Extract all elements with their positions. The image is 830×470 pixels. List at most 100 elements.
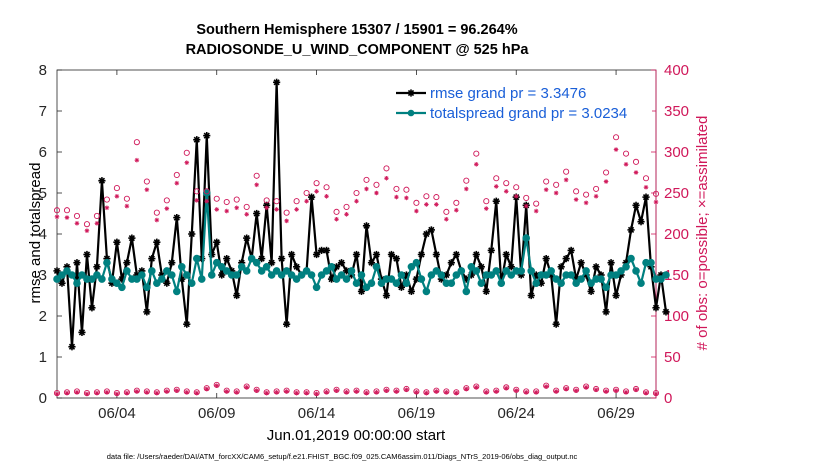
obs-assimilated-upper-point-stroke	[114, 194, 119, 199]
obs-possible-upper-point	[103, 196, 110, 203]
rmse-point	[307, 193, 316, 201]
obs-assimilated-lower-point-stroke	[304, 391, 309, 396]
totalspread-point	[143, 283, 151, 292]
obs-assimilated-lower-point-stroke	[454, 391, 459, 396]
totalspread-point	[522, 234, 531, 242]
rmse-point-stroke	[73, 259, 81, 266]
rmse-point-stroke	[543, 255, 550, 262]
y-axis-label-right: # of obs: o=possible; ×=assimilated	[694, 116, 711, 351]
rmse-point-stroke	[143, 308, 150, 316]
obs-assimilated-lower-point	[204, 386, 210, 392]
totalspread-point	[557, 279, 565, 288]
obs-assimilated-lower-point	[54, 391, 60, 397]
rmse-point	[53, 267, 61, 275]
totalspread-point	[452, 271, 461, 279]
rmse-point-stroke	[612, 292, 620, 299]
obs-assimilated-lower-point-stroke	[194, 391, 199, 396]
obs-assimilated-lower-point	[543, 384, 549, 389]
obs-assimilated-upper-point-stroke	[284, 218, 289, 223]
totalspread-point	[182, 271, 191, 279]
totalspread-point	[357, 271, 366, 279]
obs-assimilated-lower-point	[84, 391, 90, 397]
obs-assimilated-lower-point	[653, 391, 659, 397]
obs-assimilated-upper-point	[244, 212, 249, 217]
rmse-point	[652, 304, 660, 312]
rmse-point	[98, 177, 106, 185]
totalspread-point	[552, 275, 560, 283]
totalspread-point	[297, 271, 306, 279]
rmse-point-stroke	[308, 193, 315, 201]
obs-assimilated-upper-point	[404, 195, 409, 201]
obs-possible-upper-point	[73, 212, 81, 220]
obs-possible-upper-point	[463, 177, 470, 184]
obs-assimilated-upper-point	[533, 208, 539, 214]
rmse-point	[163, 279, 171, 287]
obs-assimilated-upper-point-stroke	[474, 162, 479, 167]
totalspread-point	[617, 267, 625, 275]
obs-assimilated-upper-point	[264, 205, 269, 211]
obs-assimilated-upper-point-stroke	[384, 176, 389, 181]
obs-assimilated-upper-point	[424, 202, 429, 207]
obs-assimilated-upper-point	[164, 206, 170, 211]
obs-possible-upper-point	[293, 198, 300, 205]
obs-assimilated-lower-point	[513, 388, 519, 393]
obs-assimilated-upper-point-stroke	[514, 194, 519, 199]
obs-assimilated-upper-point	[234, 205, 239, 211]
obs-possible-upper-point	[323, 184, 330, 191]
obs-assimilated-upper-point	[444, 216, 449, 222]
obs-possible-upper-point	[153, 209, 160, 216]
totalspread-point	[387, 275, 396, 283]
rmse-point	[83, 250, 91, 259]
totalspread-point	[78, 271, 86, 279]
obs-assimilated-lower-point	[483, 389, 489, 395]
plot-frame	[56, 69, 657, 399]
rmse-point-stroke	[58, 280, 66, 287]
x-tick-label: 06/29	[597, 405, 635, 422]
rmse-point	[173, 214, 181, 222]
obs-assimilated-upper-point-stroke	[404, 195, 409, 200]
obs-possible-upper-point	[453, 199, 460, 206]
totalspread-point	[63, 267, 71, 275]
totalspread-point	[662, 271, 670, 279]
obs-assimilated-lower-point	[214, 383, 220, 388]
obs-possible-upper-point	[493, 175, 500, 182]
rmse-point-stroke	[478, 263, 485, 270]
obs-assimilated-lower-point-stroke	[55, 391, 59, 396]
obs-assimilated-lower-point-stroke	[134, 389, 139, 394]
obs-possible-upper-point	[173, 171, 180, 179]
obs-assimilated-upper-point-stroke	[154, 218, 159, 223]
rmse-point	[223, 255, 231, 263]
obs-assimilated-lower-point	[144, 389, 150, 395]
obs-assimilated-upper-point-stroke	[374, 191, 379, 195]
y-right-tick-label: 400	[664, 62, 689, 79]
obs-assimilated-upper-point-stroke	[65, 215, 69, 220]
totalspread-point	[417, 275, 426, 283]
obs-assimilated-lower-point	[334, 388, 339, 393]
obs-possible-upper-point	[523, 194, 530, 201]
totalspread-point	[422, 287, 431, 296]
rmse-point-stroke	[193, 136, 200, 143]
obs-possible-upper-point	[263, 197, 270, 204]
obs-assimilated-upper-point-stroke	[294, 207, 299, 212]
rmse-point	[487, 246, 495, 254]
obs-assimilated-lower-point-stroke	[474, 385, 479, 390]
totalspread-point	[407, 263, 416, 271]
obs-possible-upper-point	[343, 203, 350, 210]
totalspread-point	[177, 263, 186, 271]
rmse-point-stroke	[568, 247, 575, 254]
rmse-point-stroke	[183, 321, 190, 328]
rmse-point-stroke	[488, 247, 495, 254]
rmse-point	[472, 250, 480, 259]
obs-possible-upper-point	[433, 194, 440, 201]
rmse-point	[258, 255, 266, 263]
totalspread-point	[392, 279, 401, 288]
obs-assimilated-upper-point-stroke	[134, 158, 139, 163]
totalspread-point	[437, 271, 446, 279]
obs-assimilated-upper-point	[124, 203, 130, 209]
totalspread-point	[68, 271, 76, 279]
totalspread-point	[197, 275, 206, 283]
obs-assimilated-upper-point-stroke	[394, 195, 399, 200]
obs-assimilated-lower-point	[424, 390, 429, 396]
totalspread-point	[657, 275, 665, 283]
totalspread-point	[587, 279, 595, 288]
